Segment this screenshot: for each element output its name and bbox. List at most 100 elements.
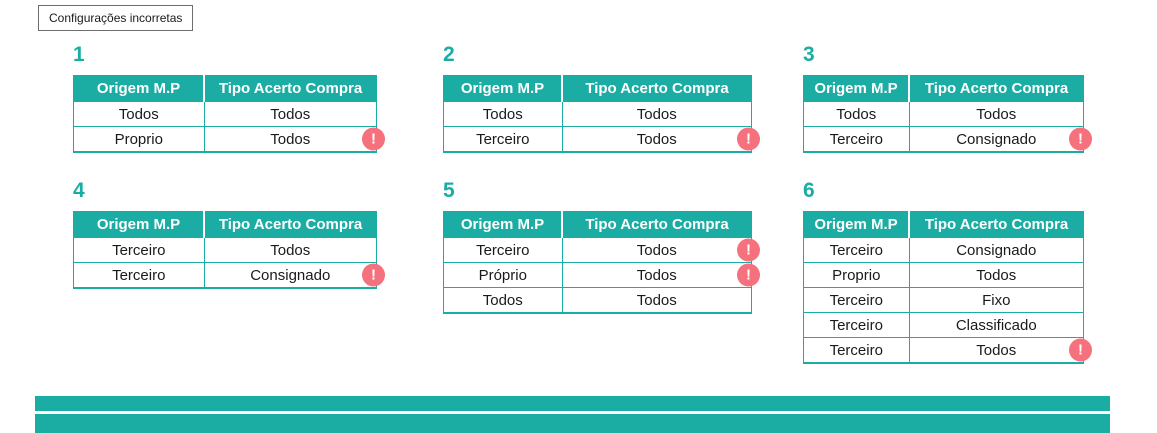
- tipo-cell-text: Todos: [636, 130, 677, 148]
- alert-exclamation-icon: !: [1069, 127, 1092, 151]
- config-table-block-4: 4 Origem M.P Tipo Acerto Compra Terceiro Tod…: [73, 179, 385, 289]
- incorrect-configs-label: Configurações incorretas: [38, 5, 194, 31]
- alert-exclamation-icon: !: [1069, 338, 1092, 362]
- origem-cell: Terceiro: [803, 337, 910, 364]
- origem-cell: Todos: [443, 287, 563, 314]
- table-row: Terceiro Todos!: [443, 237, 760, 263]
- table-row: Todos Todos: [73, 101, 377, 127]
- table-row: Todos Todos: [803, 101, 1084, 127]
- table-row: Todos Todos: [443, 101, 752, 127]
- origem-cell: Terceiro: [803, 126, 910, 153]
- tipo-cell: Todos!: [561, 237, 760, 263]
- table-row: Terceiro Consignado!: [73, 262, 385, 289]
- table-row: Próprio Todos!: [443, 262, 760, 288]
- table-row: Proprio Todos!: [73, 126, 385, 153]
- table-row: Proprio Todos: [803, 262, 1084, 288]
- table-number: 4: [73, 179, 85, 202]
- origem-cell: Terceiro: [443, 237, 563, 263]
- alert-exclamation-icon: !: [737, 127, 760, 151]
- config-table: Origem M.P Tipo Acerto Compra Terceiro Todo…: [443, 211, 760, 314]
- column-header: Origem M.P: [443, 211, 563, 238]
- tipo-cell: Todos: [561, 101, 752, 127]
- tipo-cell-text: Todos: [270, 241, 311, 259]
- column-header: Tipo Acerto Compra: [203, 211, 377, 238]
- tipo-cell-text: Classificado: [955, 316, 1037, 334]
- table-row: Todos Todos: [443, 287, 752, 314]
- table-row: Terceiro Todos!: [803, 337, 1092, 364]
- origem-cell: Terceiro: [803, 312, 910, 338]
- config-table-block-3: 3 Origem M.P Tipo Acerto Compra Todos Todos T…: [803, 43, 1092, 153]
- tipo-cell: Todos!: [908, 337, 1092, 364]
- tipo-cell: Classificado: [908, 312, 1084, 338]
- table-number: 1: [73, 43, 85, 66]
- tipo-cell: Consignado!: [203, 262, 385, 289]
- tipo-cell: Todos: [561, 287, 752, 314]
- column-header: Tipo Acerto Compra: [908, 211, 1084, 238]
- column-header: Origem M.P: [73, 211, 205, 238]
- tipo-cell-text: Todos: [636, 105, 677, 123]
- tipo-cell: Todos: [908, 101, 1084, 127]
- origem-cell: Todos: [443, 101, 563, 127]
- tipo-cell-text: Todos: [976, 266, 1017, 284]
- header-row: Origem M.P Tipo Acerto Compra: [443, 211, 752, 238]
- column-header: Tipo Acerto Compra: [561, 75, 752, 102]
- tipo-cell: Todos: [908, 262, 1084, 288]
- column-header: Tipo Acerto Compra: [203, 75, 377, 102]
- origem-cell: Todos: [803, 101, 910, 127]
- column-header: Origem M.P: [803, 75, 910, 102]
- tipo-cell-text: Consignado: [250, 266, 331, 284]
- tipo-cell: Todos: [203, 237, 377, 263]
- tipo-cell-text: Todos: [636, 291, 677, 309]
- config-table-block-5: 5 Origem M.P Tipo Acerto Compra Terceiro Tod…: [443, 179, 760, 314]
- table-row: Terceiro Fixo: [803, 287, 1084, 313]
- tipo-cell-text: Todos: [270, 130, 311, 148]
- column-header: Origem M.P: [73, 75, 205, 102]
- table-number: 5: [443, 179, 455, 202]
- origem-cell: Terceiro: [73, 262, 205, 289]
- tipo-cell: Todos: [203, 101, 377, 127]
- alert-exclamation-icon: !: [362, 263, 385, 287]
- tipo-cell: Todos!: [203, 126, 385, 153]
- bottom-teal-bar: [35, 414, 1110, 433]
- table-number: 3: [803, 43, 815, 66]
- header-row: Origem M.P Tipo Acerto Compra: [443, 75, 752, 102]
- origem-cell: Proprio: [803, 262, 910, 288]
- column-header: Origem M.P: [803, 211, 910, 238]
- config-table: Origem M.P Tipo Acerto Compra Terceiro Cons…: [803, 211, 1092, 364]
- tipo-cell-text: Todos: [636, 241, 677, 259]
- origem-cell: Terceiro: [803, 287, 910, 313]
- config-table: Origem M.P Tipo Acerto Compra Todos Todos Te…: [443, 75, 760, 153]
- config-table: Origem M.P Tipo Acerto Compra Todos Todos Te…: [803, 75, 1092, 153]
- table-row: Terceiro Todos!: [443, 126, 760, 153]
- tipo-cell-text: Todos: [976, 341, 1017, 359]
- header-row: Origem M.P Tipo Acerto Compra: [73, 75, 377, 102]
- origem-cell: Terceiro: [443, 126, 563, 153]
- table-number: 6: [803, 179, 815, 202]
- header-row: Origem M.P Tipo Acerto Compra: [803, 211, 1084, 238]
- header-row: Origem M.P Tipo Acerto Compra: [73, 211, 377, 238]
- tipo-cell-text: Todos: [636, 266, 677, 284]
- alert-exclamation-icon: !: [737, 263, 760, 287]
- origem-cell: Terceiro: [803, 237, 910, 263]
- tipo-cell-text: Todos: [976, 105, 1017, 123]
- alert-exclamation-icon: !: [737, 238, 760, 262]
- origem-cell: Terceiro: [73, 237, 205, 263]
- tipo-cell-text: Consignado: [956, 130, 1037, 148]
- config-table: Origem M.P Tipo Acerto Compra Terceiro Todo…: [73, 211, 385, 289]
- config-table-block-2: 2 Origem M.P Tipo Acerto Compra Todos Todos T…: [443, 44, 760, 153]
- tipo-cell: Consignado!: [908, 126, 1092, 153]
- origem-cell: Proprio: [73, 126, 205, 153]
- config-table: Origem M.P Tipo Acerto Compra Todos Todos Pr…: [73, 75, 385, 153]
- tipo-cell-text: Todos: [270, 105, 311, 123]
- tipo-cell: Fixo: [908, 287, 1084, 313]
- table-row: Terceiro Classificado: [803, 312, 1084, 338]
- table-row: Terceiro Consignado: [803, 237, 1084, 263]
- header-row: Origem M.P Tipo Acerto Compra: [803, 75, 1084, 102]
- alert-exclamation-icon: !: [362, 127, 385, 151]
- column-header: Origem M.P: [443, 75, 563, 102]
- tipo-cell: Todos!: [561, 126, 760, 153]
- column-header: Tipo Acerto Compra: [561, 211, 752, 238]
- tipo-cell: Consignado: [908, 237, 1084, 263]
- tipo-cell: Todos!: [561, 262, 760, 288]
- origem-cell: Todos: [73, 101, 205, 127]
